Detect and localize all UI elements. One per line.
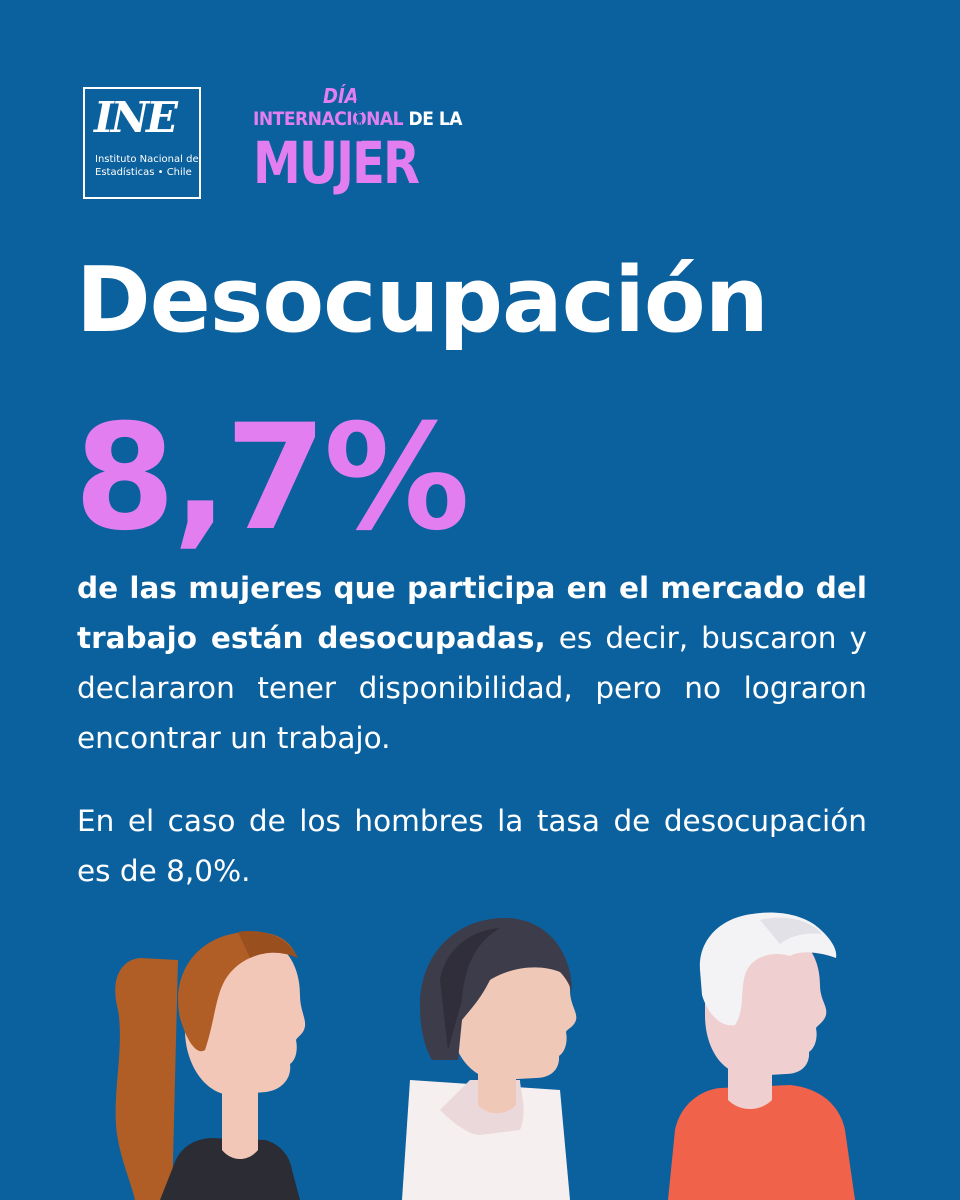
stat-value: 8,7% (74, 393, 470, 563)
stat-description-regular: es decir, buscaron y declararon tener di… (77, 621, 867, 755)
ine-logo-line2: Estadísticas • Chile (95, 167, 192, 178)
event-dia: DÍA (323, 84, 359, 108)
stat-description: de las mujeres que participa en el merca… (77, 563, 867, 763)
ine-logo: INE Instituto Nacional de Estadísticas •… (83, 87, 201, 199)
event-date: 8 DE MARZO (355, 85, 364, 142)
man-white-hair-figure (668, 912, 855, 1200)
ine-logo-line1: Instituto Nacional de (95, 154, 199, 165)
woman-red-hair-figure (115, 931, 306, 1200)
event-mujer: MUJER (253, 129, 420, 197)
men-comparison: En el caso de los hombres la tasa de des… (77, 804, 867, 888)
event-logo: DÍA INTERNACIONAL DE LA MUJER 8 DE MARZO (253, 84, 462, 204)
event-internacional-word: INTERNACIONAL (253, 108, 404, 130)
page-title: Desocupación (76, 248, 769, 353)
ine-logo-mark: INE (94, 93, 178, 142)
woman-dark-hair-figure (402, 918, 577, 1200)
event-internacional: INTERNACIONAL DE LA (253, 110, 462, 129)
stat-description-bold: de las mujeres que participa en el merca… (77, 571, 867, 655)
people-illustration (115, 912, 855, 1200)
event-de-la: DE LA (408, 108, 463, 130)
